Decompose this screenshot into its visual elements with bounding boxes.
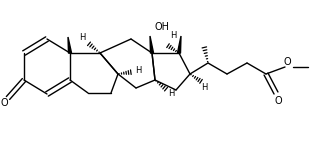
Text: H: H [135,66,141,74]
Polygon shape [177,36,181,53]
Text: O: O [283,57,291,67]
Text: H: H [79,33,85,41]
Text: O: O [0,98,8,108]
Text: H: H [170,30,176,40]
Text: O: O [274,96,282,106]
Text: H: H [201,82,207,91]
Text: H: H [168,90,174,99]
Polygon shape [150,36,154,53]
Polygon shape [68,37,72,53]
Text: OH: OH [154,22,169,32]
